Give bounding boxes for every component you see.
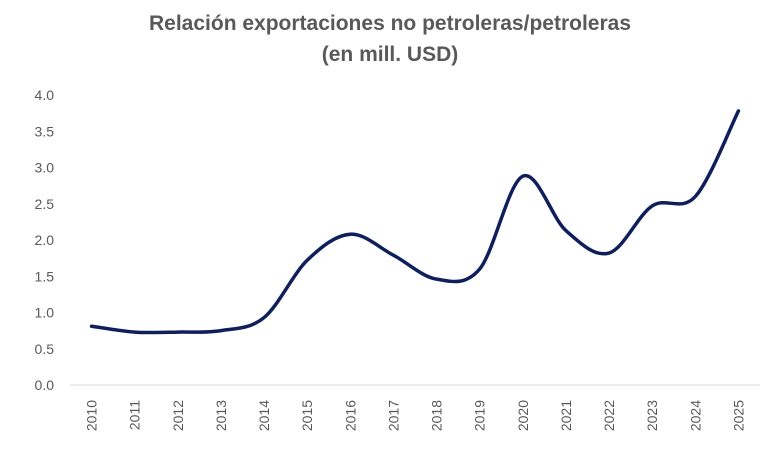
chart-title: Relación exportaciones no petroleras/pet… bbox=[0, 8, 780, 70]
y-tick-label: 3.5 bbox=[35, 123, 55, 139]
y-tick-label: 0.0 bbox=[35, 377, 55, 393]
x-axis: 2010 2011 2012 2013 2014 2015 2016 2017 2018 2019… bbox=[70, 384, 760, 431]
y-axis: 0.0 0.5 1.0 1.5 2.0 2.5 3.0 3.5 4.0 bbox=[35, 87, 55, 393]
series-line bbox=[89, 109, 741, 335]
y-tick-label: 3.0 bbox=[35, 160, 55, 176]
x-tick-label: 2018 bbox=[429, 400, 445, 431]
y-tick-label: 4.0 bbox=[35, 87, 55, 103]
x-tick-label: 2024 bbox=[687, 400, 703, 431]
x-tick-label: 2021 bbox=[558, 400, 574, 431]
x-tick-label: 2016 bbox=[342, 400, 358, 431]
series-group bbox=[89, 109, 741, 335]
y-tick-label: 2.5 bbox=[35, 196, 55, 212]
x-tick-label: 2023 bbox=[644, 400, 660, 431]
y-tick-label: 1.5 bbox=[35, 268, 55, 284]
y-tick-label: 1.0 bbox=[35, 305, 55, 321]
chart-title-line-2: (en mill. USD) bbox=[321, 43, 459, 66]
y-tick-label: 2.0 bbox=[35, 232, 55, 248]
x-tick-label: 2013 bbox=[213, 400, 229, 431]
x-tick-label: 2014 bbox=[256, 400, 272, 431]
x-tick-label: 2015 bbox=[299, 400, 315, 431]
x-tick-label: 2025 bbox=[730, 400, 746, 431]
x-tick-label: 2020 bbox=[515, 400, 531, 431]
chart-title-line-1: Relación exportaciones no petroleras/pet… bbox=[149, 12, 631, 35]
x-tick-label: 2022 bbox=[601, 400, 617, 431]
x-tick-label: 2017 bbox=[385, 400, 401, 431]
x-tick-label: 2019 bbox=[472, 400, 488, 431]
x-tick-label: 2012 bbox=[170, 400, 186, 431]
y-tick-label: 0.5 bbox=[35, 341, 55, 357]
x-tick-label: 2011 bbox=[127, 400, 143, 430]
x-tick-label: 2010 bbox=[84, 400, 100, 431]
